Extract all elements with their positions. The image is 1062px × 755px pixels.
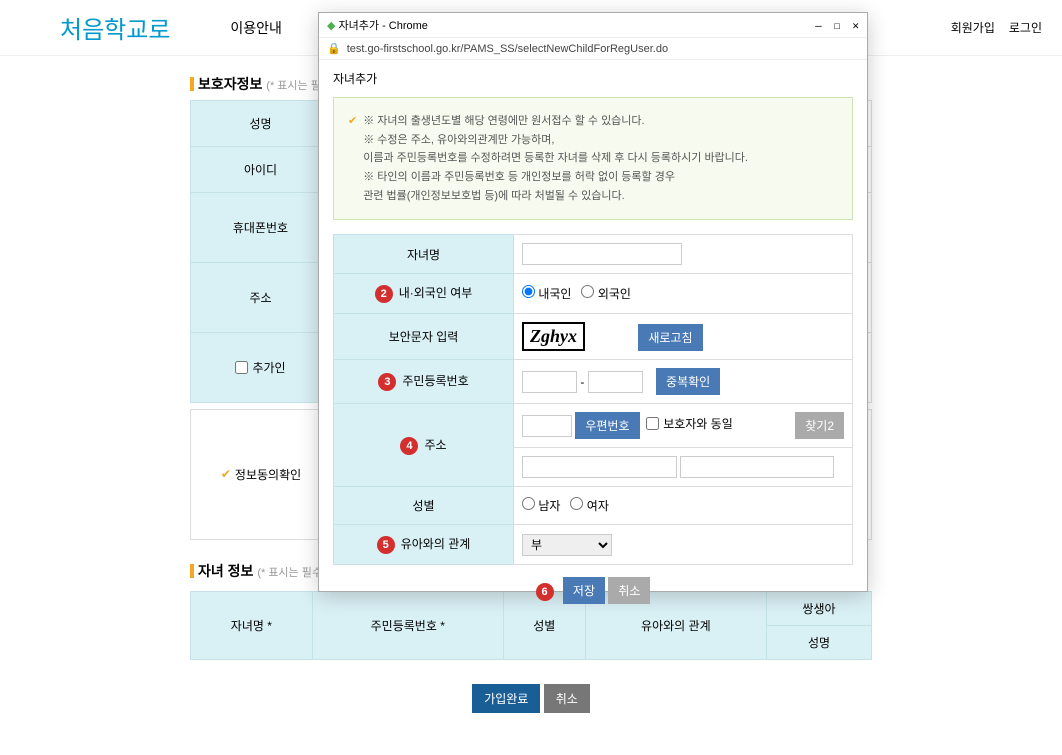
check-icon: ✔: [221, 467, 231, 481]
form-name-label: 자녀명: [334, 235, 514, 274]
complete-button[interactable]: 가입완료: [472, 684, 540, 713]
modal-cancel-button[interactable]: 취소: [608, 577, 650, 604]
form-gender-label: 성별: [334, 487, 514, 525]
row-name-label: 성명: [191, 101, 331, 147]
rrn-cell: - 중복확인: [514, 360, 853, 404]
modal-actions: 6 저장 취소: [333, 577, 853, 604]
modal-urlbar: 🔒 test.go-firstschool.go.kr/PAMS_SS/sele…: [319, 38, 867, 60]
relation-select[interactable]: 부: [522, 534, 612, 556]
row-id-label: 아이디: [191, 147, 331, 193]
radio-male[interactable]: 남자: [522, 499, 560, 513]
rrn-check-button[interactable]: 중복확인: [656, 368, 720, 395]
window-title: 자녀추가 - Chrome: [339, 17, 428, 33]
radio-female[interactable]: 여자: [570, 499, 608, 513]
col-child-name: 자녀명 *: [191, 591, 313, 659]
badge-2: 2: [375, 285, 393, 303]
modal-title: 자녀추가: [319, 60, 867, 97]
close-icon[interactable]: ✕: [852, 19, 859, 32]
maximize-icon[interactable]: ☐: [834, 19, 841, 32]
radio-foreign[interactable]: 외국인: [581, 287, 630, 301]
badge-6: 6: [536, 583, 554, 601]
row-extra-label: 추가인: [191, 333, 331, 403]
modal-titlebar: ◆ 자녀추가 - Chrome — ☐ ✕: [319, 13, 867, 38]
addr-row1: 우편번호 보호자와 동일 찾기2: [514, 404, 853, 448]
cancel-button[interactable]: 취소: [544, 684, 590, 713]
section-bar-icon: [190, 77, 194, 91]
form-addr-label: 4주소: [334, 404, 514, 487]
badge-4: 4: [400, 437, 418, 455]
logo: 처음학교로: [60, 10, 170, 45]
nav-right: 회원가입 로그인: [951, 19, 1042, 36]
child-form: 자녀명 2내·외국인 여부 내국인 외국인 보안문자 입력 Zghyx: [333, 234, 853, 565]
badge-5: 5: [377, 536, 395, 554]
zipcode-input[interactable]: [522, 415, 572, 437]
nationality-cell: 내국인 외국인: [514, 274, 853, 314]
search2-button[interactable]: 찾기2: [795, 412, 844, 439]
radio-domestic[interactable]: 내국인: [522, 287, 571, 301]
lock-icon: 🔒: [327, 42, 341, 55]
notice-box: ✔ ※ 자녀의 출생년도별 해당 연령에만 원서접수 할 수 있습니다. ※ 수…: [333, 97, 853, 220]
row-phone-label: 휴대폰번호: [191, 193, 331, 263]
window-icon: ◆: [327, 19, 335, 32]
link-signup[interactable]: 회원가입: [951, 19, 995, 36]
same-guardian-checkbox[interactable]: 보호자와 동일: [646, 415, 733, 432]
consent-label: ✔ 정보동의확인: [191, 410, 331, 539]
link-login[interactable]: 로그인: [1009, 19, 1042, 36]
addr-row2: [514, 448, 853, 487]
form-relation-label: 5유아와의 관계: [334, 525, 514, 565]
badge-3: 3: [378, 373, 396, 391]
col-twin-name: 성명: [766, 625, 871, 659]
addr1-input[interactable]: [522, 456, 677, 478]
add-child-modal: ◆ 자녀추가 - Chrome — ☐ ✕ 🔒 test.go-firstsch…: [318, 12, 868, 592]
url-text: test.go-firstschool.go.kr/PAMS_SS/select…: [347, 43, 668, 55]
captcha-refresh-button[interactable]: 새로고침: [638, 324, 702, 351]
page-actions: 가입완료 취소: [190, 660, 872, 737]
minimize-icon[interactable]: —: [815, 19, 822, 32]
extra-checkbox-label[interactable]: 추가인: [235, 359, 285, 376]
save-button[interactable]: 저장: [563, 577, 605, 604]
form-nationality-label: 2내·외국인 여부: [334, 274, 514, 314]
zipcode-button[interactable]: 우편번호: [575, 412, 639, 439]
captcha-cell: Zghyx 새로고침: [514, 314, 853, 360]
nav-guide[interactable]: 이용안내: [230, 18, 282, 38]
rrn-input-2[interactable]: [588, 371, 643, 393]
extra-checkbox[interactable]: [235, 361, 248, 374]
child-name-input[interactable]: [522, 243, 682, 265]
addr2-input[interactable]: [680, 456, 835, 478]
row-addr-label: 주소: [191, 263, 331, 333]
check-icon: ✔: [348, 112, 357, 205]
section-bar-icon: [190, 564, 194, 578]
form-rrn-label: 3주민등록번호: [334, 360, 514, 404]
gender-cell: 남자 여자: [514, 487, 853, 525]
captcha-image: Zghyx: [522, 322, 585, 351]
form-captcha-label: 보안문자 입력: [334, 314, 514, 360]
rrn-input-1[interactable]: [522, 371, 577, 393]
